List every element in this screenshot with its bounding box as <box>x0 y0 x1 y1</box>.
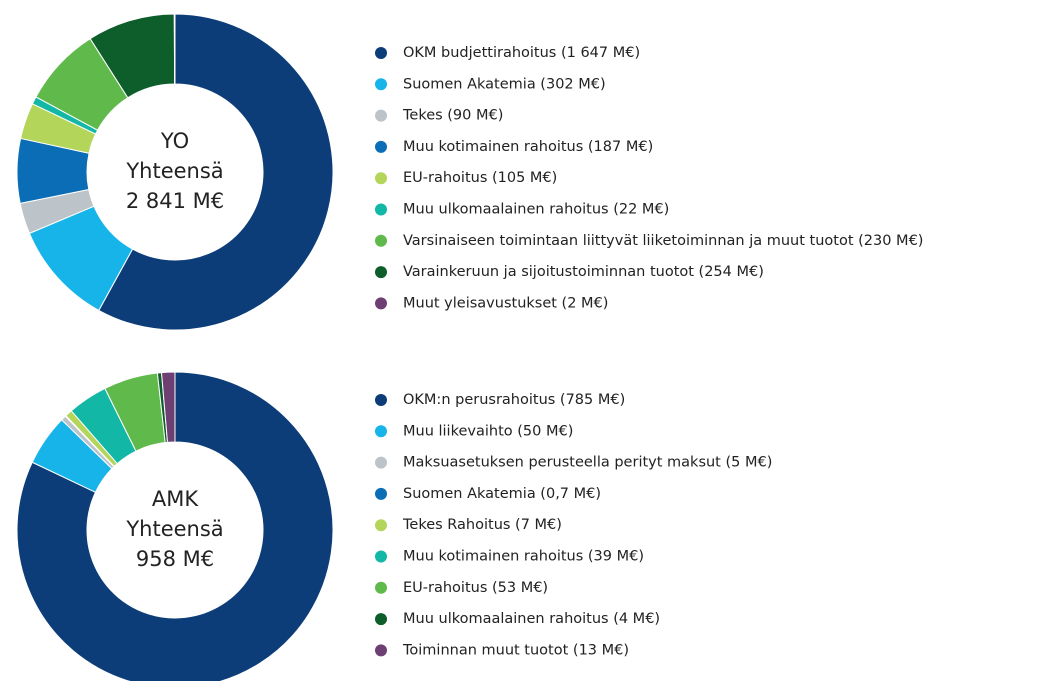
legend-label: OKM budjettirahoitus (1 647 M€) <box>403 45 640 61</box>
center-label: AMK <box>152 487 199 511</box>
legend-label: Tekes Rahoitus (7 M€) <box>402 517 562 533</box>
legend-swatch <box>375 234 387 247</box>
legend-label: Muu kotimainen rahoitus (39 M€) <box>403 549 644 565</box>
legend-label: Muu kotimainen rahoitus (187 M€) <box>403 139 653 155</box>
legend-swatch <box>375 394 387 406</box>
legend-label: Muu liikevaihto (50 M€) <box>403 423 573 439</box>
center-label: Yhteensä <box>125 517 223 541</box>
legend-swatch <box>375 487 387 500</box>
legend-label: Varsinaiseen toimintaan liittyvät liiket… <box>403 233 923 249</box>
legend-swatch <box>375 425 387 438</box>
legend-swatch <box>375 581 387 594</box>
legend-label: Tekes (90 M€) <box>402 108 503 124</box>
donut-segment <box>160 371 176 443</box>
legend-swatch <box>375 109 387 122</box>
legend-swatch <box>375 550 387 563</box>
legend-label: Muut yleisavustukset (2 M€) <box>403 295 608 311</box>
legend-label: Toiminnan muut tuotot (13 M€) <box>402 642 629 658</box>
center-label: 958 M€ <box>136 547 214 571</box>
center-label: 2 841 M€ <box>126 189 224 213</box>
legend-swatch <box>375 644 387 657</box>
legend-label: Suomen Akatemia (302 M€) <box>403 76 606 92</box>
center-label: YO <box>160 129 189 153</box>
legend-swatch <box>375 456 387 469</box>
legend-label: EU-rahoitus (105 M€) <box>403 170 557 186</box>
legend-label: Suomen Akatemia (0,7 M€) <box>403 486 601 502</box>
legend-label: OKM:n perusrahoitus (785 M€) <box>403 392 625 408</box>
legend-swatch <box>375 203 387 216</box>
donut-segment <box>173 13 176 85</box>
legend-swatch <box>375 172 387 185</box>
legend-swatch <box>375 613 387 626</box>
legend-swatch <box>375 266 387 279</box>
legend-swatch <box>375 47 387 59</box>
legend-label: Muu ulkomaalainen rahoitus (4 M€) <box>403 611 660 627</box>
legend-label: Varainkeruun ja sijoitustoiminnan tuotot… <box>403 264 764 280</box>
donut-segment <box>16 371 334 681</box>
legend-label: Maksuasetuksen perusteella perityt maksu… <box>403 455 772 471</box>
center-label: Yhteensä <box>125 159 223 183</box>
legend-label: Muu ulkomaalainen rahoitus (22 M€) <box>403 202 669 218</box>
legend-swatch <box>375 297 387 310</box>
legend-label: EU-rahoitus (53 M€) <box>403 580 548 596</box>
legend-swatch <box>375 140 387 153</box>
legend-swatch <box>375 519 387 532</box>
donut-segment <box>98 13 334 331</box>
legend-swatch <box>375 78 387 91</box>
